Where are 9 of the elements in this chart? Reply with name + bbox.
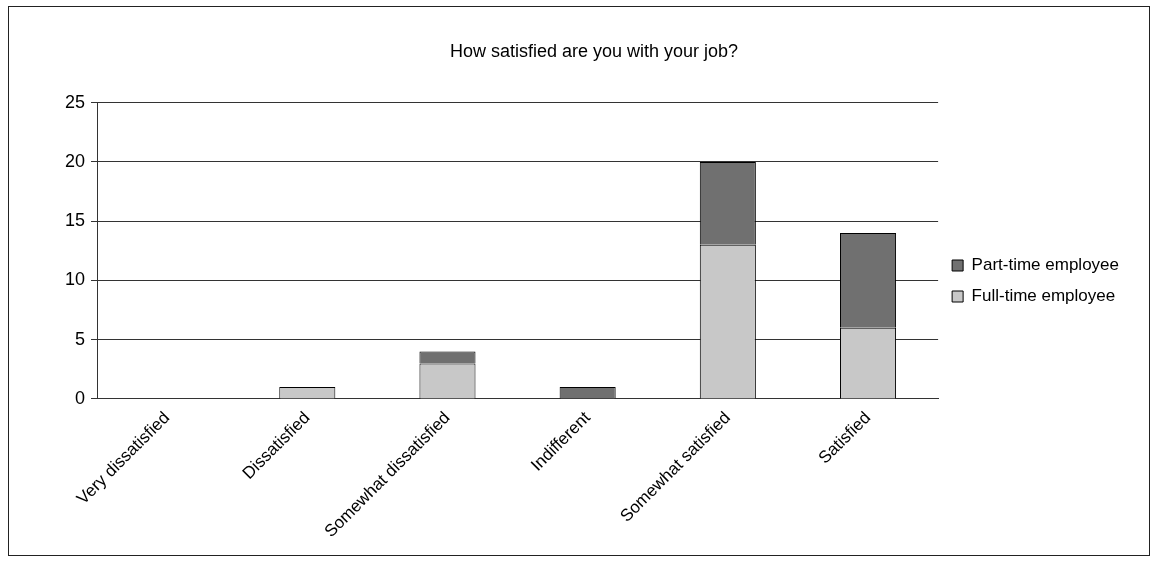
- legend-label: Part-time employee: [971, 255, 1119, 275]
- y-tick-label: 5: [75, 328, 86, 349]
- chart-title: How satisfied are you with your job?: [449, 40, 739, 61]
- y-tick-label: 25: [64, 91, 86, 112]
- y-tick-label: 15: [64, 210, 86, 231]
- y-tick-label: 0: [75, 387, 86, 408]
- y-tick-label: 10: [64, 269, 86, 290]
- legend-label: Full-time employee: [971, 286, 1116, 306]
- y-tick-label: 20: [64, 150, 86, 171]
